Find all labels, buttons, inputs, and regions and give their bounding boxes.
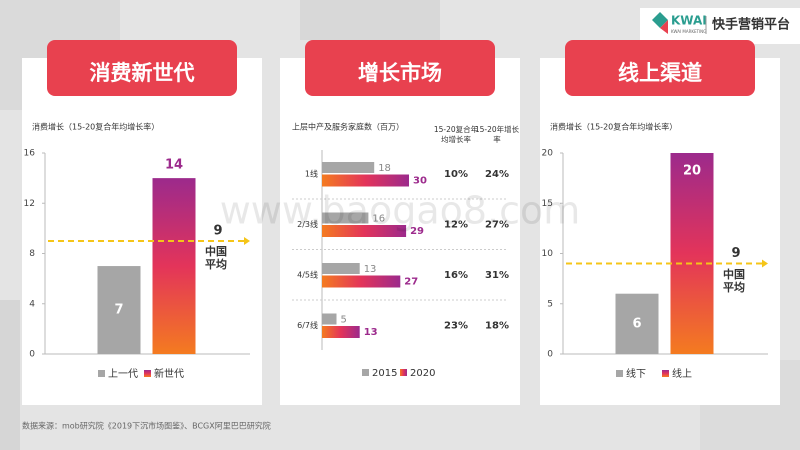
reference-label: 中国平均 bbox=[205, 244, 227, 271]
platform: 快手营销平台 bbox=[712, 17, 790, 33]
value-label: 13 bbox=[364, 264, 377, 275]
bar bbox=[670, 153, 714, 354]
value-label: 18 bbox=[378, 163, 391, 174]
legend-swatch bbox=[144, 370, 151, 377]
reference-value: 9 bbox=[731, 246, 740, 261]
value-label: 27 bbox=[404, 277, 418, 288]
y-label: 消费增长（15-20复合年均增长率） bbox=[550, 122, 677, 132]
bar bbox=[97, 266, 141, 354]
table-value: 18% bbox=[485, 321, 509, 332]
bar bbox=[322, 326, 360, 338]
panel bbox=[540, 58, 780, 405]
y-tick-label: 10 bbox=[542, 249, 554, 259]
reference-arrow bbox=[762, 259, 768, 268]
table-header: 15-20复合年均增长率 bbox=[433, 125, 479, 144]
value-label: 29 bbox=[410, 226, 424, 237]
legend-label: 新世代 bbox=[154, 367, 184, 380]
legend-label: 线上 bbox=[672, 367, 692, 380]
legend-label: 上一代 bbox=[108, 368, 138, 380]
value-label: 13 bbox=[364, 327, 378, 338]
y-tick-label: 15 bbox=[542, 199, 553, 209]
table-value: 10% bbox=[444, 169, 468, 180]
value-label: 6 bbox=[632, 316, 641, 331]
legend-label: 线下 bbox=[626, 367, 646, 380]
table-value: 16% bbox=[444, 270, 468, 281]
bar bbox=[322, 212, 369, 224]
bar bbox=[322, 162, 375, 173]
logo-icon bbox=[660, 20, 668, 34]
title-pill bbox=[305, 40, 495, 96]
bar bbox=[152, 178, 196, 354]
value-label: 30 bbox=[413, 176, 427, 187]
table-value: 12% bbox=[444, 220, 468, 231]
title-pill bbox=[47, 40, 237, 96]
reference-arrow bbox=[244, 236, 250, 245]
y-tick-label: 4 bbox=[29, 299, 35, 309]
reference-value: 9 bbox=[213, 223, 222, 238]
bar bbox=[322, 225, 407, 237]
y-tick-label: 0 bbox=[29, 350, 35, 360]
bg-tile bbox=[300, 0, 440, 40]
bar bbox=[322, 263, 360, 274]
y-tick-label: 12 bbox=[24, 199, 35, 209]
y-tick-label: 16 bbox=[24, 149, 36, 159]
table-value: 24% bbox=[485, 169, 509, 180]
legend-swatch bbox=[400, 369, 407, 376]
bar bbox=[615, 293, 659, 354]
category-label: 6/7线 bbox=[297, 320, 318, 330]
table-value: 23% bbox=[444, 321, 468, 332]
legend-label: 2020 bbox=[410, 368, 435, 379]
value-label: 20 bbox=[683, 164, 701, 179]
table-value: 27% bbox=[485, 220, 509, 231]
watermark: www.baogao8.com bbox=[220, 189, 581, 233]
table-header: 15-20年增长率 bbox=[474, 125, 520, 144]
table-value: 31% bbox=[485, 270, 509, 281]
y-tick-label: 8 bbox=[29, 249, 35, 259]
legend-swatch bbox=[616, 370, 623, 377]
bar bbox=[322, 313, 337, 325]
panel bbox=[22, 58, 262, 405]
category-label: 4/5线 bbox=[297, 270, 318, 280]
y-tick-label: 20 bbox=[542, 149, 554, 159]
x-label: 上层中产及服务家庭数（百万） bbox=[292, 122, 404, 132]
bar bbox=[322, 174, 409, 187]
y-tick-label: 5 bbox=[547, 299, 553, 309]
title-pill bbox=[565, 40, 755, 96]
panel-title: 消费新世代 bbox=[90, 61, 195, 85]
source: 数据来源：mob研究院《2019下沉市场图鉴》、BCGX阿里巴巴研究院 bbox=[22, 421, 271, 431]
reference-label: 中国平均 bbox=[723, 267, 745, 294]
value-label: 14 bbox=[165, 158, 183, 173]
category-label: 1线 bbox=[305, 169, 318, 179]
category-label: 2/3线 bbox=[297, 219, 318, 229]
y-tick-label: 0 bbox=[547, 350, 553, 360]
legend-swatch bbox=[362, 369, 369, 376]
value-label: 16 bbox=[372, 214, 385, 225]
value-label: 5 bbox=[341, 315, 347, 326]
value-label: 7 bbox=[114, 303, 123, 318]
panel-title: 线上渠道 bbox=[618, 61, 702, 85]
logo-sub: KWAI MARKETING bbox=[671, 29, 706, 34]
legend-swatch bbox=[98, 370, 105, 377]
panel-title: 增长市场 bbox=[358, 61, 442, 85]
bg-tile bbox=[0, 300, 20, 450]
logo: KWAI bbox=[671, 14, 707, 28]
bar bbox=[322, 275, 401, 288]
legend-swatch bbox=[662, 370, 669, 377]
y-label: 消费增长（15-20复合年均增长率） bbox=[32, 122, 159, 132]
legend-label: 2015 bbox=[372, 368, 397, 379]
